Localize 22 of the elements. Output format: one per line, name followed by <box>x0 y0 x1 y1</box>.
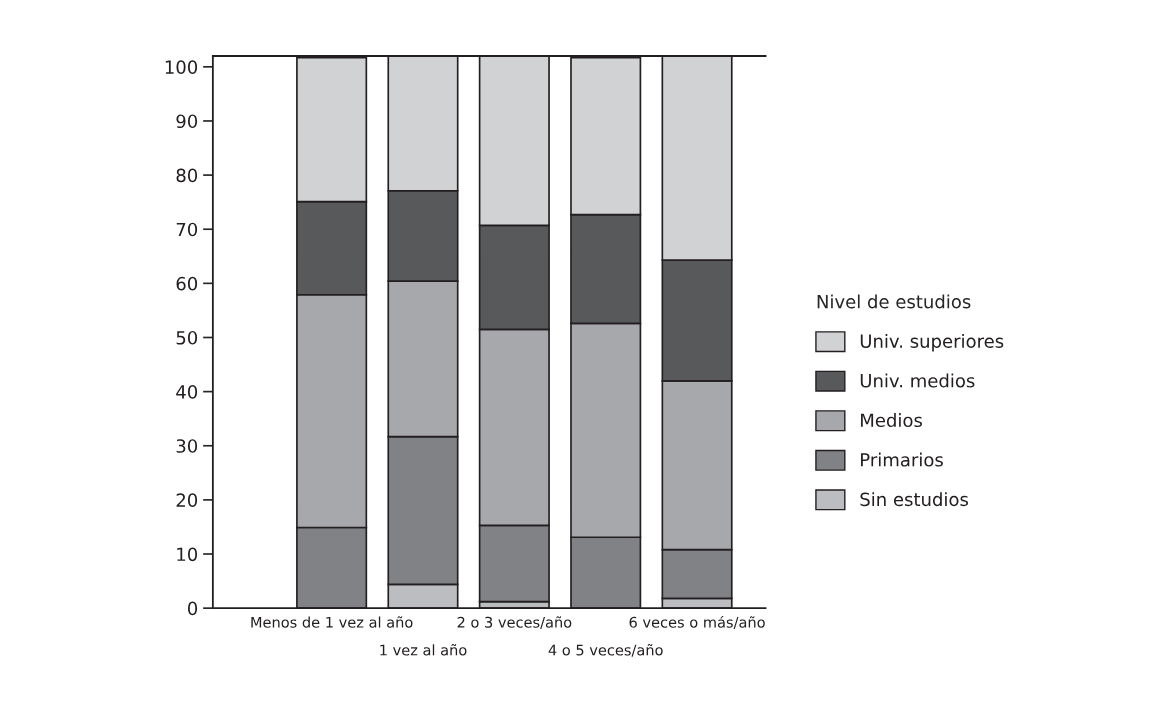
x-tick-label: 1 vez al año <box>380 644 467 656</box>
y-tick-label: 70 <box>176 222 198 237</box>
y-tick-label: 20 <box>176 493 198 507</box>
y-tick-label: 30 <box>176 439 198 453</box>
y-tick-label: 10 <box>177 547 198 562</box>
y-tick-label: 40 <box>176 385 198 399</box>
legend-title: Nivel de estudios <box>817 294 971 309</box>
legend-label: Univ. medios <box>860 373 975 388</box>
x-tick-label: 2 o 3 veces/año <box>457 616 572 629</box>
legend-label: Medios <box>861 413 922 428</box>
x-tick-label: Menos de 1 vez al año <box>251 616 413 628</box>
y-tick-label: 50 <box>176 330 198 345</box>
y-tick-label: 90 <box>176 114 198 129</box>
x-tick-label: 4 o 5 veces/año <box>548 644 663 657</box>
y-tick-label: 80 <box>176 168 198 183</box>
y-tick-label: 0 <box>187 601 198 616</box>
y-tick-label: 60 <box>176 276 198 291</box>
legend-label: Univ. superiores <box>860 333 1004 352</box>
y-tick-label: 100 <box>165 60 198 74</box>
x-tick-label: 6 veces o más/año <box>629 615 765 629</box>
legend-label: Primarios <box>861 452 943 467</box>
legend-label: Sin estudios <box>860 492 969 507</box>
